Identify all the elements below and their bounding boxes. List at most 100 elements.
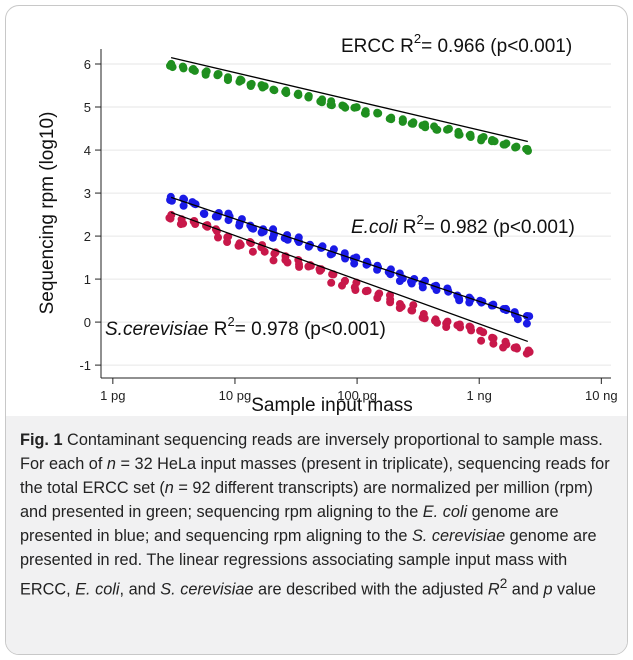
caption-text: = 92 different transcripts) are normaliz…	[20, 479, 593, 521]
caption-text: genome are presented in blue; and sequen…	[20, 503, 559, 545]
scer-point	[489, 339, 498, 348]
ercc-point	[294, 91, 303, 100]
ecoli-point	[395, 277, 404, 285]
caption-species: E. coli	[422, 503, 468, 521]
scer-point	[269, 256, 278, 265]
ecoli-point	[513, 315, 522, 324]
ercc-point	[487, 137, 496, 146]
ercc-point	[167, 59, 176, 68]
scer-point	[477, 336, 486, 345]
caption-text: Contaminant sequencing reads are inverse…	[20, 431, 603, 473]
scer-point	[281, 256, 290, 265]
y-tick-label: 1	[84, 272, 91, 287]
caption-text: and	[507, 580, 544, 599]
scer-point	[443, 317, 452, 326]
ecoli-point	[407, 279, 416, 288]
ercc-point	[512, 143, 521, 152]
figure-caption: Fig. 1 Contaminant sequencing reads are …	[6, 416, 627, 654]
scer-r2-value: = 0.978 (p<0.001)	[235, 319, 386, 340]
x-tick-label: 1 pg	[100, 388, 125, 403]
ecoli-point	[199, 209, 208, 218]
ercc-point	[188, 65, 197, 74]
ercc-name: ERCC	[341, 36, 395, 57]
ercc-fit-line	[170, 56, 528, 143]
scer-point	[304, 262, 313, 271]
y-tick-label: 5	[84, 100, 91, 115]
data-points	[165, 59, 534, 358]
figure-frame: -1 0 1 2 3 4 5 6 1 pg 10 pg 100 pg 1 ng 10 ng ERCC R…	[5, 5, 628, 655]
ercc-point	[465, 131, 474, 140]
ercc-point	[260, 82, 269, 91]
ercc-point	[304, 93, 313, 102]
ercc-point	[499, 140, 508, 149]
ercc-point	[418, 121, 427, 130]
ecoli-point	[166, 192, 175, 201]
ercc-point	[201, 70, 210, 79]
y-tick-label: 3	[84, 186, 91, 201]
scer-point	[295, 260, 303, 269]
scer-point	[374, 290, 383, 299]
scer-point	[179, 219, 188, 228]
caption-var: n	[106, 455, 116, 473]
ercc-point	[327, 97, 336, 106]
caption-species: S. cerevisiae	[411, 527, 506, 545]
ecoli-point	[522, 319, 531, 328]
ecoli-point	[455, 294, 464, 303]
ercc-point	[399, 117, 407, 126]
scer-point	[214, 233, 222, 242]
caption-text: , and	[119, 580, 161, 599]
ercc-point	[409, 119, 417, 128]
caption-text: genome are presented in red. The linear …	[20, 527, 597, 599]
y-axis-label: Sequencing rpm (log10)	[37, 112, 58, 315]
scer-point	[397, 302, 406, 311]
scer-point	[386, 295, 395, 304]
caption-label: Fig. 1	[20, 431, 63, 449]
scer-point	[465, 322, 474, 331]
scer-r2-sup: 2	[228, 314, 235, 329]
scer-name: S.cerevisiae	[105, 319, 209, 340]
scer-point	[488, 333, 497, 342]
chart: -1 0 1 2 3 4 5 6 1 pg 10 pg 100 pg 1 ng 10 ng ERCC R…	[37, 31, 618, 416]
scer-point	[510, 343, 519, 352]
scer-point	[234, 241, 243, 250]
scer-point	[248, 247, 257, 256]
x-axis-label: Sample input mass	[251, 395, 413, 416]
ercc-point	[361, 107, 370, 116]
ecoli-r2-label: R	[403, 217, 417, 238]
ercc-r2-sup: 2	[414, 31, 421, 46]
y-tick-label: 0	[84, 315, 91, 330]
y-tick-label: 2	[84, 229, 91, 244]
ercc-annotation: ERCC R2= 0.966 (p<0.001)	[341, 31, 572, 57]
ecoli-r2-value: = 0.982 (p<0.001)	[424, 217, 575, 238]
ercc-point	[479, 133, 488, 141]
scer-point	[166, 214, 175, 223]
caption-sup: 2	[499, 576, 508, 591]
ercc-point	[430, 122, 439, 131]
ecoli-point	[268, 233, 277, 242]
ecoli-point	[213, 212, 222, 221]
scer-point	[341, 276, 349, 285]
caption-species: S. cerevisiae	[160, 580, 254, 599]
scer-point	[453, 321, 462, 330]
y-tick-label: -1	[79, 358, 91, 373]
caption-text: value	[552, 580, 596, 599]
scer-point	[407, 306, 416, 315]
ercc-point	[246, 80, 255, 89]
scer-r2-label: R	[214, 319, 228, 340]
fit-lines	[170, 56, 529, 343]
scer-point	[431, 316, 439, 325]
caption-var: n	[164, 479, 174, 497]
ercc-point	[179, 62, 188, 71]
x-tick-label: 10 pg	[219, 388, 252, 403]
scer-fit-line	[170, 211, 529, 343]
ecoli-point	[235, 221, 244, 230]
y-tick-label: 6	[84, 57, 91, 72]
scer-point	[212, 227, 221, 235]
y-tick-label: 4	[84, 143, 91, 158]
axes	[100, 49, 611, 379]
ticks: -1 0 1 2 3 4 5 6 1 pg 10 pg 100 pg 1 ng 10 ng	[79, 57, 617, 403]
scer-point	[499, 343, 508, 352]
x-tick-label: 10 ng	[585, 388, 618, 403]
caption-species: E. coli	[75, 580, 120, 599]
ercc-point	[454, 130, 463, 139]
